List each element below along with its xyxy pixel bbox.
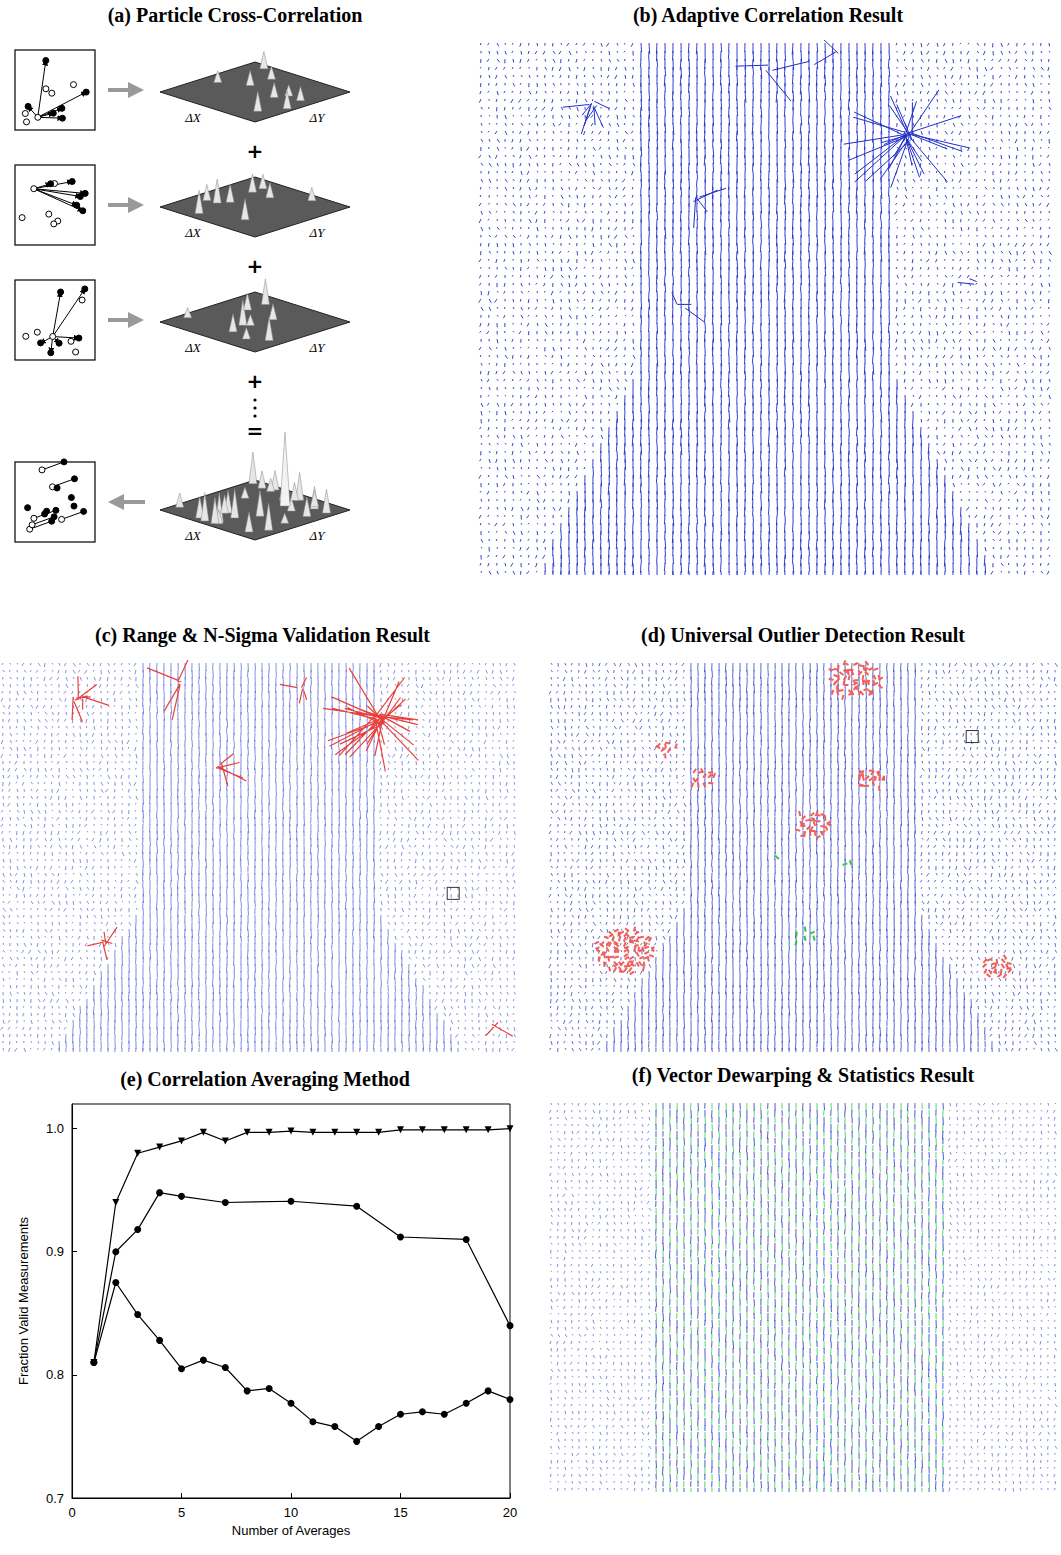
svg-text:0: 0 bbox=[68, 1505, 75, 1520]
html-text:(d) Universal Outlier Detectio: (d) Universal Outlier Detection Result bbox=[641, 624, 965, 646]
svg-text:ΔY: ΔY bbox=[309, 340, 327, 355]
svg-text:ΔX: ΔX bbox=[184, 528, 202, 543]
svg-text:ΔX: ΔX bbox=[184, 340, 202, 355]
svg-text:0.8: 0.8 bbox=[46, 1367, 64, 1382]
svg-text:ΔY: ΔY bbox=[309, 110, 327, 125]
svg-text:=: = bbox=[247, 419, 264, 443]
svg-text:+: + bbox=[247, 139, 264, 163]
html-text:(a) Particle Cross-Correlation: (a) Particle Cross-Correlation bbox=[107, 4, 363, 26]
svg-text:ΔY: ΔY bbox=[309, 528, 327, 543]
svg-text:10: 10 bbox=[284, 1505, 298, 1520]
svg-text:0.9: 0.9 bbox=[46, 1244, 64, 1259]
svg-text:20: 20 bbox=[503, 1505, 517, 1520]
svg-text:ΔX: ΔX bbox=[184, 110, 202, 125]
svg-text:15: 15 bbox=[393, 1505, 407, 1520]
svg-text:+: + bbox=[247, 254, 264, 278]
html-text:(f) Vector Dewarping & Statist: (f) Vector Dewarping & Statistics Result bbox=[631, 1064, 975, 1086]
svg-text:Fraction Valid Measurements: Fraction Valid Measurements bbox=[16, 1216, 31, 1385]
html-text:(b) Adaptive Correlation Resul: (b) Adaptive Correlation Result bbox=[632, 4, 904, 26]
svg-text:Number of Averages: Number of Averages bbox=[232, 1523, 351, 1538]
svg-text:ΔX: ΔX bbox=[184, 225, 202, 240]
html-text:(c) Range & N-Sigma Validation: (c) Range & N-Sigma Validation Result bbox=[95, 624, 430, 646]
svg-text:ΔY: ΔY bbox=[309, 225, 327, 240]
svg-text:5: 5 bbox=[178, 1505, 185, 1520]
svg-text:(e) Correlation Averaging Meth: (e) Correlation Averaging Method bbox=[120, 1068, 410, 1091]
svg-text:1.0: 1.0 bbox=[46, 1121, 64, 1136]
svg-text:+: + bbox=[247, 369, 264, 393]
svg-text:0.7: 0.7 bbox=[46, 1491, 64, 1506]
